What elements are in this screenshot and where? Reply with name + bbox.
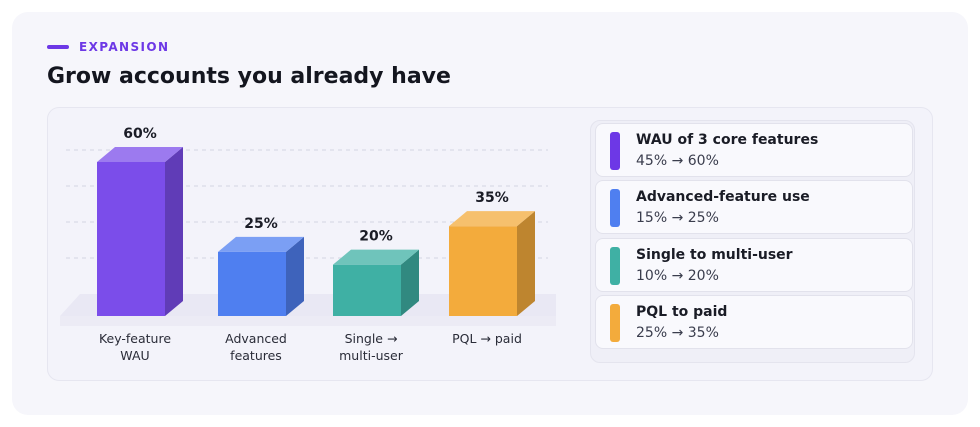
bar-value-label: 25% — [244, 216, 278, 232]
category-tick-label: Key-feature — [99, 331, 171, 346]
legend-swatch — [610, 132, 620, 170]
legend-item-wau: WAU of 3 core features 45% → 60% — [595, 123, 913, 177]
legend-item-name: WAU of 3 core features — [636, 132, 819, 148]
legend-swatch — [610, 247, 620, 285]
bar-top — [449, 211, 535, 227]
bar-top — [333, 249, 419, 265]
bar-value-label: 35% — [475, 190, 509, 206]
legend-item-name: Single to multi-user — [636, 247, 793, 263]
bar-value-label: 60% — [123, 126, 157, 142]
bar-side — [517, 211, 535, 316]
bar — [333, 264, 401, 316]
category-tick-label: multi-user — [339, 348, 404, 363]
eyebrow: EXPANSION — [47, 40, 169, 54]
bar — [97, 162, 165, 316]
category-tick-label: features — [230, 348, 282, 363]
legend-swatch — [610, 304, 620, 342]
eyebrow-label: EXPANSION — [79, 40, 170, 54]
bar — [218, 251, 286, 316]
bar-top — [97, 147, 183, 162]
legend-item-range: 25% → 35% — [636, 325, 719, 341]
bar-value-label: 20% — [359, 229, 393, 245]
legend-item-name: Advanced-feature use — [636, 189, 810, 205]
category-tick-label: PQL → paid — [452, 331, 522, 346]
category-tick-label: WAU — [120, 348, 149, 363]
legend-item-name: PQL to paid — [636, 304, 728, 320]
legend-item-range: 15% → 25% — [636, 210, 719, 226]
bar-side — [401, 249, 419, 316]
eyebrow-accent-bar — [47, 45, 69, 49]
bar — [449, 226, 517, 316]
category-tick-label: Advanced — [225, 331, 287, 346]
legend-item-range: 45% → 60% — [636, 153, 719, 169]
legend-item-pql: PQL to paid 25% → 35% — [595, 295, 913, 349]
legend-item-advanced: Advanced-feature use 15% → 25% — [595, 180, 913, 234]
chart-platform-front — [60, 316, 556, 326]
legend-item-multi-user: Single to multi-user 10% → 20% — [595, 238, 913, 292]
chart-platform-top — [60, 294, 556, 316]
legend-item-range: 10% → 20% — [636, 268, 719, 284]
category-tick-label: Single → — [345, 331, 398, 346]
bar-side — [165, 147, 183, 316]
legend-swatch — [610, 189, 620, 227]
page-title: Grow accounts you already have — [47, 64, 451, 89]
legend: WAU of 3 core features 45% → 60% Advance… — [590, 120, 915, 363]
bar-top — [218, 236, 304, 252]
bar-side — [286, 236, 304, 316]
